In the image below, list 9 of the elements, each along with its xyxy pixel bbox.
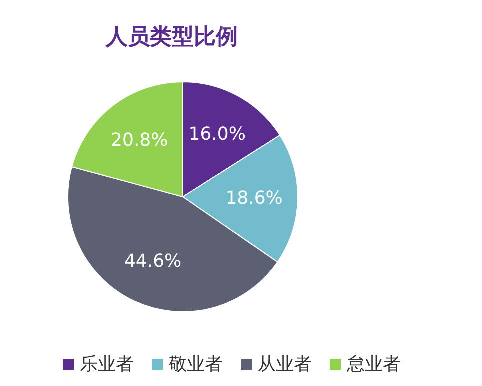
legend-label: 乐业者 — [79, 353, 134, 376]
chart-title: 人员类型比例 — [106, 24, 238, 52]
data-label: 18.6% — [226, 188, 283, 209]
data-label: 44.6% — [124, 251, 182, 272]
legend-label: 怠业者 — [346, 353, 401, 376]
data-label: 16.0% — [188, 124, 246, 146]
data-label: 20.8% — [111, 130, 168, 151]
legend-label: 从业者 — [257, 353, 312, 376]
legend-label: 敬业者 — [168, 353, 223, 376]
